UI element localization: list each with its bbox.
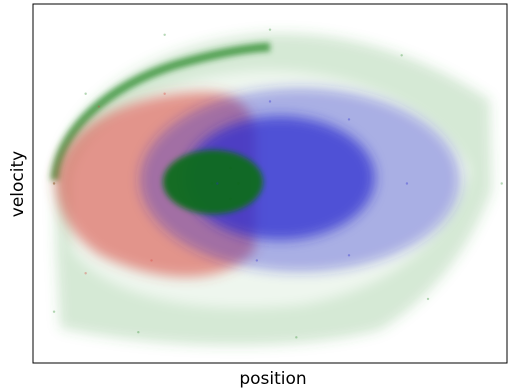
scatter-point-series-1-3 bbox=[150, 259, 153, 262]
scatter-point-series-2-3 bbox=[405, 182, 409, 185]
scatter-point-series-0-1 bbox=[84, 92, 87, 95]
scatter-point-series-1-0 bbox=[52, 182, 56, 185]
series-green-arc bbox=[50, 42, 271, 181]
scatter-point-series-0-0 bbox=[52, 182, 56, 185]
scatter-point-series-2-2 bbox=[347, 118, 351, 121]
y-axis-label: velocity bbox=[8, 151, 28, 217]
scatter-point-series-2-5 bbox=[255, 259, 259, 262]
scatter-point-series-0-8 bbox=[137, 331, 140, 334]
scatter-point-series-2-0 bbox=[216, 182, 219, 185]
scatter-point-series-0-3 bbox=[268, 28, 272, 31]
plot-frame bbox=[32, 3, 508, 364]
scatter-point-series-3-3 bbox=[229, 197, 232, 201]
scatter-point-series-0-6 bbox=[426, 297, 430, 301]
scatter-point-series-1-1 bbox=[97, 105, 101, 108]
scatter-point-series-0-9 bbox=[52, 310, 56, 313]
series-green-core bbox=[163, 150, 263, 214]
scatter-point-series-1-2 bbox=[163, 92, 166, 95]
scatter-point-series-2-4 bbox=[347, 254, 351, 257]
scatter-point-series-3-2 bbox=[237, 182, 240, 185]
scatter-point-series-0-7 bbox=[295, 336, 298, 339]
scatter-point-series-0-5 bbox=[500, 182, 503, 185]
scatter-point-series-1-4 bbox=[84, 272, 87, 275]
scatter-point-series-3-0 bbox=[210, 182, 214, 185]
scatter-point-series-3-1 bbox=[229, 166, 232, 170]
scatter-point-series-0-4 bbox=[400, 54, 403, 57]
scatter-point-series-0-2 bbox=[163, 33, 166, 36]
plot-area bbox=[50, 28, 503, 346]
x-axis-label: position bbox=[239, 369, 306, 389]
scatter-point-series-2-1 bbox=[268, 100, 272, 103]
